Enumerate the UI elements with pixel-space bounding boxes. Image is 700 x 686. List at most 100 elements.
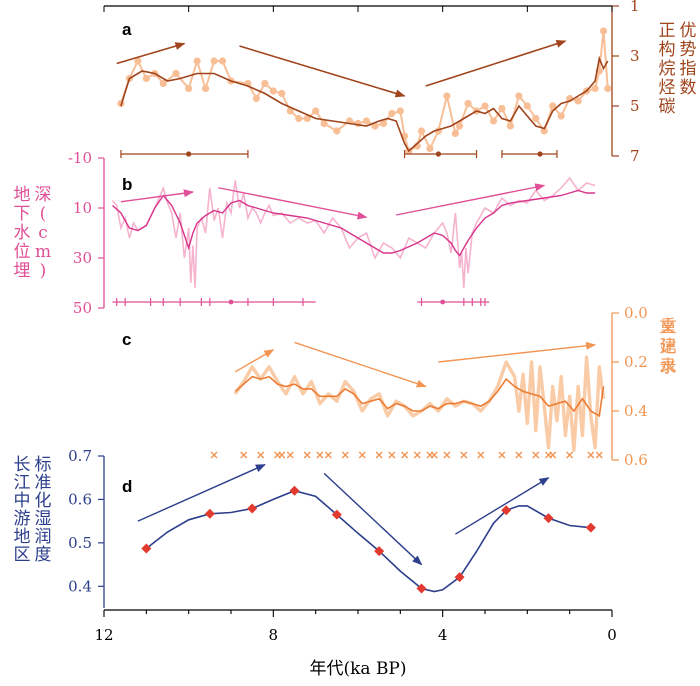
panel-b-age-range-mark xyxy=(440,299,446,305)
panel-d-trend-arrow xyxy=(455,477,550,535)
panel-a-trend-arrow xyxy=(425,39,567,87)
x-tick-label: 12 xyxy=(94,626,113,644)
panel-a-raw-point xyxy=(604,84,612,93)
panel-d-smoothed-line xyxy=(145,489,591,593)
panel-letter-c: c xyxy=(122,330,131,349)
panel-d-data-point xyxy=(501,505,512,516)
panel-a-raw-point xyxy=(134,57,142,65)
panel-c-age-marker xyxy=(498,451,506,459)
panel-a-raw-point xyxy=(396,107,404,115)
panel-b-raw-line xyxy=(111,176,596,289)
panel-b-y-tick-label: 30 xyxy=(73,249,92,267)
panel-c-trend-arrow xyxy=(234,349,275,373)
panel-d-data-point xyxy=(204,508,215,519)
panel-d-data-point xyxy=(416,583,427,594)
panel-c-age-marker xyxy=(413,451,421,459)
panel-a-raw-point xyxy=(142,74,150,83)
panel-a-smoothed-line xyxy=(120,55,609,153)
panel-c-age-marker xyxy=(460,451,468,459)
panel-c-age-marker xyxy=(278,451,286,459)
panel-a-raw-point xyxy=(295,114,303,123)
panel-a-raw-point xyxy=(261,79,269,88)
panel-a-raw-point xyxy=(599,27,608,35)
panel-d-data-point xyxy=(247,503,258,514)
x-axis: 12 8 4 0 xyxy=(94,609,617,644)
panel-a-age-range-mark xyxy=(537,151,543,157)
x-tick-label: 8 xyxy=(269,626,279,644)
panel-d-data-point xyxy=(331,509,342,520)
panel-a-raw-point xyxy=(354,119,362,128)
panel-a-raw-point xyxy=(481,102,489,110)
panel-a-raw-point xyxy=(193,57,201,65)
panel-c-age-marker xyxy=(286,451,294,459)
panel-a-raw-point xyxy=(312,107,320,115)
panel-b-y-tick-label: 50 xyxy=(73,299,92,317)
panel-b-trend-arrow xyxy=(120,189,194,203)
panel-a-y-tick-label: 1 xyxy=(630,0,640,15)
panel-a-trend-arrow xyxy=(116,42,186,65)
panel-a-raw-point xyxy=(443,92,451,100)
panel-c-y-tick-label: 0.6 xyxy=(624,451,648,469)
panel-c-age-marker xyxy=(401,451,409,459)
panel-b-age-range-mark xyxy=(228,299,234,305)
panel-letter-a: a xyxy=(122,20,132,39)
panel-c-age-marker xyxy=(388,451,396,459)
panel-a-raw-point xyxy=(333,127,341,135)
panel-c-ylabel: 重建水文记录 xyxy=(660,317,677,377)
panel-d-data-point xyxy=(454,572,465,583)
panel-d-y-tick-label: 0.4 xyxy=(68,577,92,595)
panel-a-ylabel: 正构烷烃碳优势指数 xyxy=(659,21,697,117)
panel-a-raw-point xyxy=(540,127,548,135)
panel-a-raw-point xyxy=(185,84,193,93)
panel-d-ylabel: 长江中游地区标准化湿润度 xyxy=(14,455,52,565)
panel-c-age-marker xyxy=(549,451,557,459)
panel-d-y-tick-label: 0.7 xyxy=(68,447,92,465)
panel-a-cpi-chart: 1 3 5 7 xyxy=(103,0,640,165)
panel-a-raw-point xyxy=(591,84,599,93)
panel-a-raw-point xyxy=(549,102,557,110)
panel-a-trend-arrow xyxy=(239,45,406,98)
panel-c-raw-line xyxy=(233,355,606,452)
panel-a-raw-point xyxy=(320,119,328,128)
panel-a-raw-point xyxy=(278,89,286,98)
panel-a-age-range-mark xyxy=(186,151,192,157)
panel-b-ylabel: 地下水位埋深(c m) xyxy=(14,185,52,281)
panel-b-y-tick-label: 10 xyxy=(73,199,92,217)
panel-c-age-marker xyxy=(240,451,248,459)
panel-a-raw-point xyxy=(362,117,371,125)
panel-a-y-tick-label: 7 xyxy=(630,147,640,165)
panel-c-trend-arrow xyxy=(294,341,427,388)
panel-letter-d: d xyxy=(122,477,132,496)
panel-d-y-tick-label: 0.5 xyxy=(68,534,92,552)
panel-c-hydrology-chart: 0.0 0.2 0.4 0.6 xyxy=(210,304,648,469)
panel-a-y-tick-label: 5 xyxy=(630,97,640,115)
panel-c-age-marker xyxy=(341,451,349,459)
panel-a-raw-point xyxy=(388,109,396,118)
panel-b-water-table-chart: -10 10 30 50 xyxy=(68,149,596,317)
x-tick-label: 4 xyxy=(438,626,448,644)
panel-a-raw-point xyxy=(172,69,180,78)
panel-c-age-marker xyxy=(358,451,366,459)
panel-c-age-marker xyxy=(477,451,485,459)
panel-c-age-marker xyxy=(303,451,311,459)
panel-a-raw-point xyxy=(417,127,426,135)
panel-a-raw-point xyxy=(515,92,523,100)
panel-c-age-marker xyxy=(430,451,438,459)
panel-d-trend-arrow xyxy=(323,472,423,566)
panel-a-raw-point xyxy=(286,107,294,115)
panel-d-data-point xyxy=(374,546,385,557)
panel-a-raw-point xyxy=(303,114,311,123)
panel-c-age-marker xyxy=(316,451,324,459)
panel-a-raw-point xyxy=(532,114,540,123)
panel-c-age-marker xyxy=(210,451,218,459)
panel-a-raw-point xyxy=(506,122,514,130)
panel-d-trend-arrow xyxy=(137,464,266,522)
panel-a-y-tick-label: 3 xyxy=(630,47,640,65)
panel-b-trend-arrow xyxy=(395,183,546,216)
panel-a-raw-point xyxy=(159,79,167,88)
panel-a-raw-point xyxy=(379,119,387,128)
panel-d-data-point xyxy=(585,522,596,533)
panel-d-humidity-chart: 0.4 0.5 0.6 0.7 xyxy=(68,447,596,608)
panel-c-age-marker xyxy=(257,451,265,459)
panel-a-raw-point xyxy=(456,122,464,130)
